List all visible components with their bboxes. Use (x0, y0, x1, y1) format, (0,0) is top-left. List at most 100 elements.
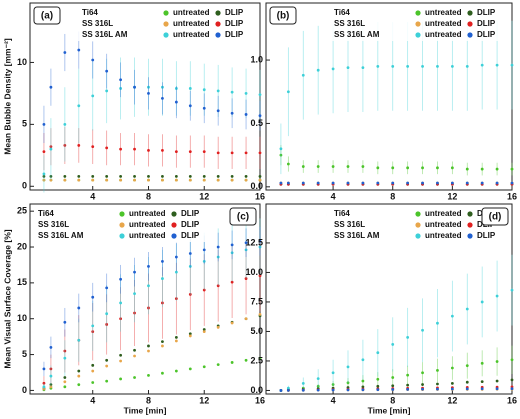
data-point (133, 147, 136, 151)
data-point (91, 178, 95, 182)
data-point (258, 313, 262, 316)
data-point (391, 64, 395, 68)
x-tick-label: 12 (199, 191, 209, 201)
legend-marker (171, 233, 177, 239)
data-point (77, 369, 81, 373)
data-point (480, 181, 484, 185)
data-point (105, 364, 109, 368)
legend-marker (415, 21, 421, 27)
x-tick-label: 16 (255, 191, 265, 201)
legend-marker (415, 222, 421, 228)
data-point (105, 323, 109, 326)
data-point (119, 277, 123, 281)
data-point (361, 358, 365, 362)
data-point (42, 172, 46, 176)
data-point (346, 365, 350, 369)
data-point (174, 297, 178, 301)
data-point (105, 286, 109, 290)
data-point (436, 166, 439, 170)
y-tick-label: 25 (17, 206, 27, 216)
data-point (202, 150, 206, 154)
legend-label: untreated (425, 209, 462, 218)
data-point (244, 174, 248, 178)
data-point (391, 388, 395, 391)
data-point (77, 174, 81, 178)
data-point (480, 380, 484, 384)
data-point (49, 145, 53, 149)
data-point (346, 66, 350, 70)
data-point (42, 178, 46, 182)
legend-marker (467, 233, 473, 239)
data-point (361, 66, 365, 70)
data-point (91, 324, 95, 328)
data-point (244, 358, 248, 362)
data-point (147, 178, 150, 182)
x-axis-label: Time [min] (124, 405, 167, 415)
legend-group: Ti64 (38, 209, 54, 218)
data-point (202, 106, 206, 110)
y-axis-label: Mean Visual Surface Coverage [%] (2, 229, 12, 368)
data-point (147, 148, 150, 152)
data-point (91, 145, 95, 149)
y-tick-label: 12.5 (245, 237, 263, 247)
legend-label: untreated (129, 209, 166, 218)
data-point (63, 320, 67, 324)
x-tick-label: 16 (507, 191, 517, 201)
data-point (376, 377, 380, 381)
data-point (331, 181, 335, 185)
data-point (406, 166, 410, 170)
y-tick-label: 1.0 (250, 54, 263, 64)
data-point (161, 277, 164, 280)
legend-group: SS 316L (38, 220, 69, 229)
data-point (119, 147, 123, 151)
data-point (230, 243, 234, 247)
data-point (105, 174, 109, 178)
data-point (301, 388, 305, 392)
legend-marker (415, 10, 421, 16)
x-tick-label: 8 (146, 395, 151, 405)
data-point (510, 167, 514, 171)
legend-label: untreated (425, 231, 462, 240)
data-point (63, 376, 67, 379)
legend-label: untreated (129, 231, 166, 240)
data-point (216, 284, 220, 288)
data-point (230, 321, 234, 325)
data-point (174, 178, 178, 182)
data-point (244, 92, 248, 95)
data-point (133, 311, 136, 315)
legend-marker (119, 222, 125, 228)
data-point (450, 64, 454, 68)
data-point (49, 174, 53, 178)
data-point (331, 165, 335, 168)
data-point (495, 63, 499, 67)
data-point (316, 377, 320, 381)
data-point (436, 387, 439, 391)
x-tick-label: 8 (390, 395, 395, 405)
legend-marker (467, 222, 473, 228)
legend-marker (415, 211, 421, 217)
data-point (63, 144, 67, 147)
data-point (161, 174, 164, 178)
data-point (91, 174, 95, 178)
data-point (42, 122, 46, 126)
panel-label-box (33, 6, 61, 25)
data-point (244, 151, 248, 155)
data-point (230, 90, 234, 94)
legend-marker (119, 233, 125, 239)
data-point (202, 174, 206, 178)
data-point (147, 284, 150, 288)
data-point (258, 93, 262, 97)
data-point (49, 367, 53, 371)
data-point (286, 386, 290, 390)
data-point (244, 248, 248, 252)
x-tick-label: 8 (146, 191, 151, 201)
legend-label: untreated (129, 220, 166, 229)
y-tick-label: 0.0 (250, 385, 263, 395)
data-point (188, 367, 192, 371)
data-point (391, 166, 395, 170)
data-point (421, 166, 424, 170)
data-point (421, 383, 424, 386)
data-point (216, 89, 220, 93)
data-point (230, 251, 234, 255)
y-tick-label: 0.0 (250, 181, 263, 191)
